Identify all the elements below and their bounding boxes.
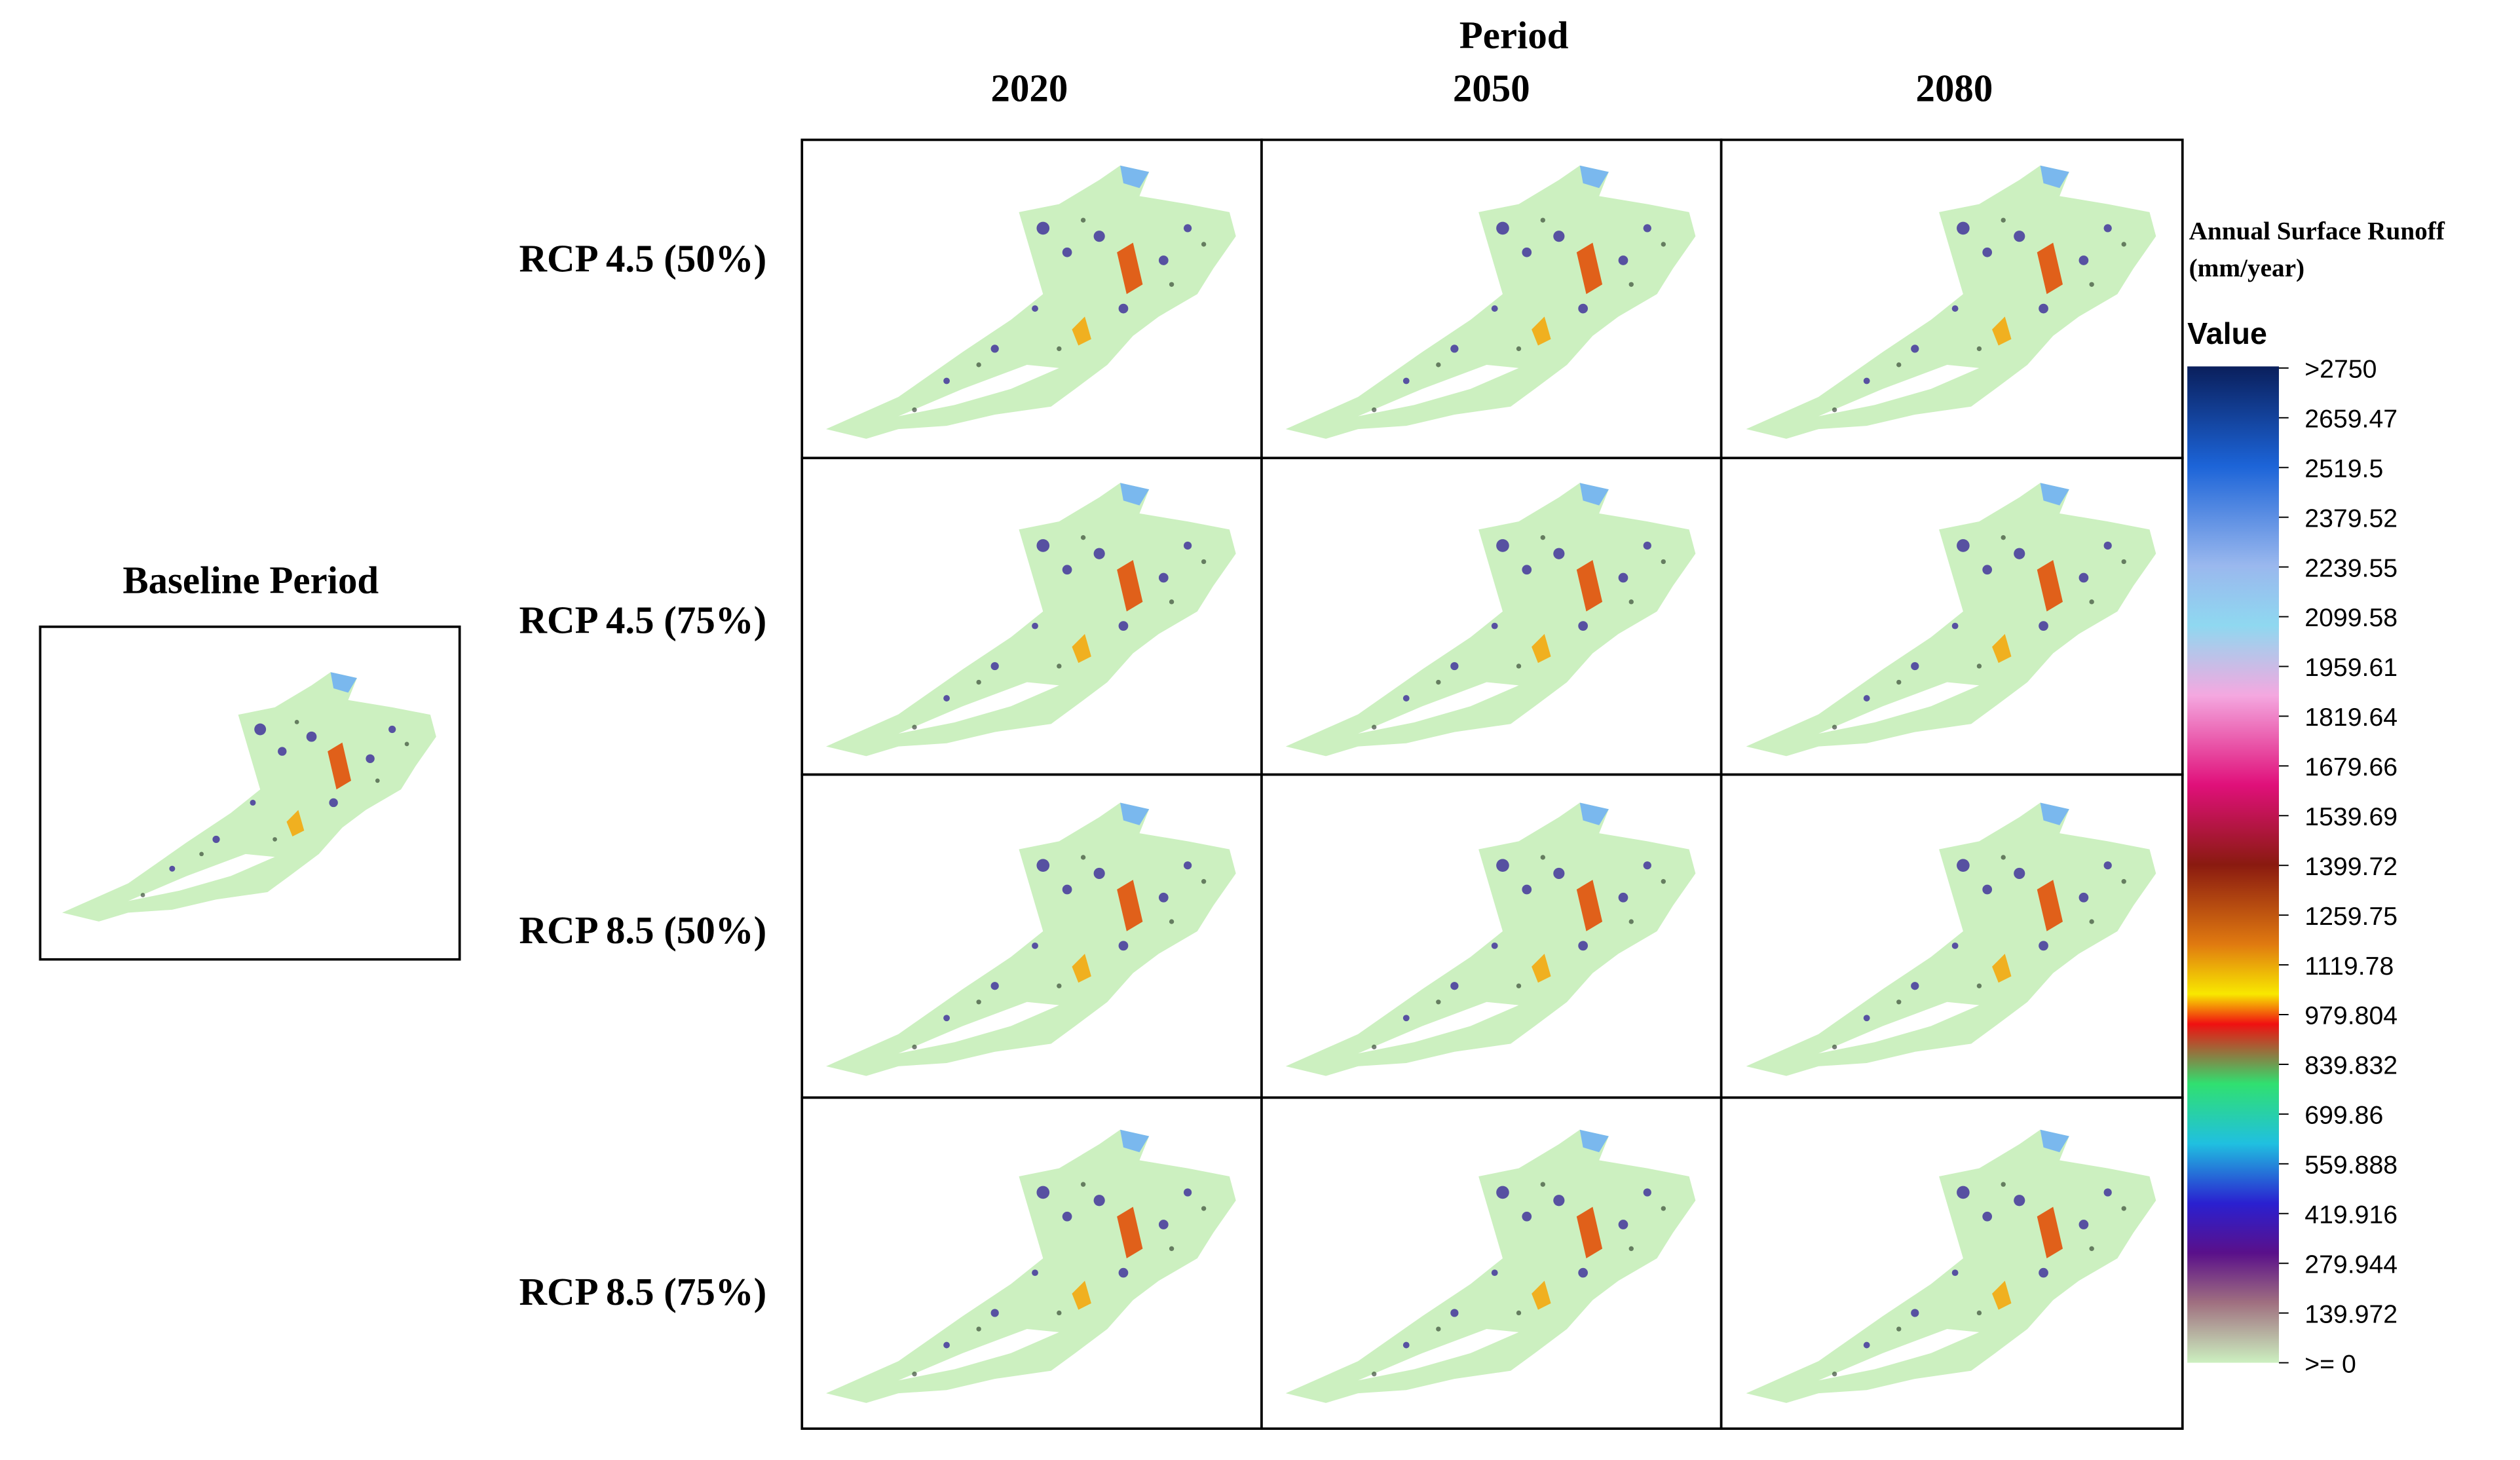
legend-label: >= 0 bbox=[2304, 1349, 2356, 1378]
legend-label: 279.944 bbox=[2304, 1250, 2398, 1279]
period-heading: Period bbox=[1459, 14, 1569, 57]
legend-label: 2519.5 bbox=[2304, 454, 2383, 483]
column-heading: 2080 bbox=[1916, 67, 1993, 110]
legend-label: 699.86 bbox=[2304, 1101, 2383, 1130]
row-label: RCP 4.5 (75%) bbox=[519, 599, 767, 642]
row-label: RCP 8.5 (50%) bbox=[519, 909, 767, 952]
legend-label: 2659.47 bbox=[2304, 405, 2398, 434]
legend-label: 1959.61 bbox=[2304, 653, 2398, 682]
legend-label: 2239.55 bbox=[2304, 553, 2398, 582]
legend-label: 1539.69 bbox=[2304, 802, 2398, 831]
legend-label: 1119.78 bbox=[2304, 952, 2394, 981]
column-heading: 2050 bbox=[1453, 67, 1530, 110]
legend-label: 2379.52 bbox=[2304, 504, 2398, 533]
legend-label: 419.916 bbox=[2304, 1200, 2398, 1229]
legend-label: 1399.72 bbox=[2304, 852, 2398, 881]
legend-label: 1679.66 bbox=[2304, 753, 2398, 781]
row-label: RCP 8.5 (75%) bbox=[519, 1271, 767, 1313]
legend-label: 1259.75 bbox=[2304, 902, 2398, 931]
legend-label: 559.888 bbox=[2304, 1151, 2398, 1180]
legend-title: (mm/year) bbox=[2189, 254, 2305, 282]
legend-label: 979.804 bbox=[2304, 1001, 2398, 1030]
legend-label: 2099.58 bbox=[2304, 603, 2398, 632]
baseline-title: Baseline Period bbox=[122, 559, 379, 601]
legend-label: 139.972 bbox=[2304, 1300, 2398, 1328]
legend-label: 1819.64 bbox=[2304, 703, 2398, 732]
legend-title: Annual Surface Runoff bbox=[2189, 217, 2445, 246]
legend-label: >2750 bbox=[2304, 355, 2377, 384]
row-label: RCP 4.5 (50%) bbox=[519, 238, 767, 280]
legend-heading: Value bbox=[2187, 316, 2267, 350]
legend-label: 839.832 bbox=[2304, 1051, 2398, 1080]
color-ramp bbox=[2187, 366, 2279, 1363]
column-heading: 2020 bbox=[991, 67, 1068, 110]
